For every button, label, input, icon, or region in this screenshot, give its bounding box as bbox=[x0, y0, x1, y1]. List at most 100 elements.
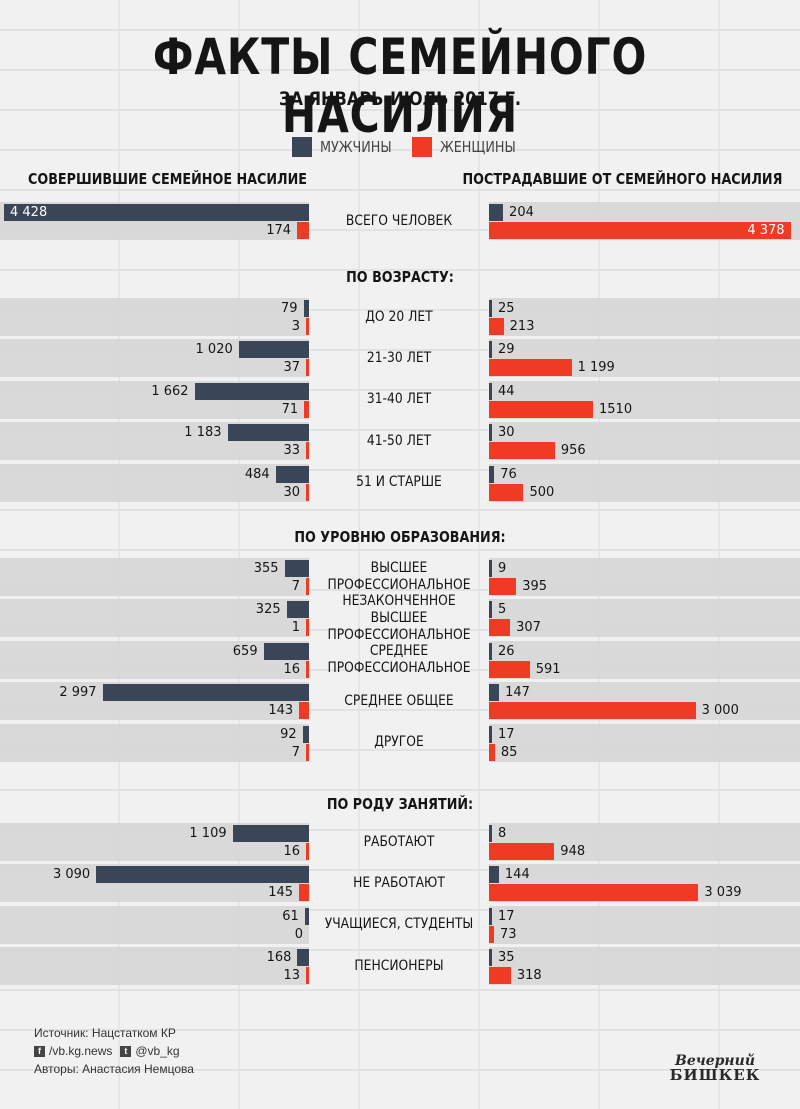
value-perp-men: 1 109 bbox=[189, 826, 227, 841]
bar-perp-women bbox=[306, 967, 309, 985]
bar-vict-women bbox=[489, 619, 511, 637]
value-perp-men: 1 183 bbox=[184, 425, 222, 441]
value-vict-women: 73 bbox=[500, 926, 517, 942]
row-background-left bbox=[0, 723, 309, 762]
facebook-icon: f bbox=[34, 1045, 45, 1057]
value-perp-men: 3 090 bbox=[52, 867, 91, 883]
value-perp-men: 1 662 bbox=[151, 383, 189, 399]
right-column-header: ПОСТРАДАВШИЕ ОТ СЕМЕЙНОГО НАСИЛИЯ bbox=[462, 170, 782, 188]
brand-logo: Вечерний БИШКЕК bbox=[660, 1054, 770, 1084]
value-perp-women: 3 bbox=[291, 319, 300, 334]
value-vict-men: 147 bbox=[505, 685, 530, 701]
value-perp-women: 33 bbox=[283, 443, 300, 459]
category-label-line: РАБОТАЮТ bbox=[363, 833, 435, 850]
category-label: ДРУГОЕ bbox=[321, 724, 478, 762]
value-perp-men: 168 bbox=[266, 950, 292, 966]
category-label: 51 И СТАРШЕ bbox=[321, 464, 478, 502]
row-background-left bbox=[0, 599, 309, 638]
bar-vict-men bbox=[489, 204, 504, 221]
value-perp-women: 1 bbox=[291, 620, 300, 636]
bar-vict-men bbox=[489, 642, 492, 660]
category-label: 31-40 ЛЕТ bbox=[321, 381, 478, 419]
value-vict-men: 26 bbox=[498, 643, 515, 659]
value-vict-women: 395 bbox=[522, 579, 548, 594]
value-vict-women: 213 bbox=[509, 319, 535, 334]
category-label-text: 31-40 ЛЕТ bbox=[367, 391, 431, 408]
category-label: ВЫСШЕЕ ПРОФЕССИОНАЛЬНОЕ bbox=[321, 558, 478, 596]
bar-perp-men bbox=[4, 204, 309, 221]
bar-vict-women bbox=[489, 743, 495, 761]
category-label-text: 41-50 ЛЕТ bbox=[367, 433, 431, 450]
category-label-text: 21-30 ЛЕТ bbox=[367, 350, 431, 367]
value-vict-men: 29 bbox=[498, 342, 515, 358]
bar-perp-men bbox=[263, 642, 309, 660]
category-label-text: 51 И СТАРШЕ bbox=[356, 474, 442, 491]
footer: Источник: Нацстатком КР f /vb.kg.news t … bbox=[34, 1024, 194, 1078]
category-label: ДО 20 ЛЕТ bbox=[321, 298, 478, 336]
bar-perp-women bbox=[299, 702, 309, 720]
value-vict-women: 956 bbox=[560, 443, 586, 459]
bar-vict-women bbox=[489, 359, 572, 377]
bar-vict-women bbox=[489, 222, 791, 239]
value-vict-men: 5 bbox=[498, 602, 507, 618]
authors-line: Авторы: Анастасия Немцова bbox=[34, 1062, 194, 1076]
category-label-text: НЕ РАБОТАЮТ bbox=[353, 875, 445, 892]
category-label-line: ПРОФЕССИОНАЛЬНОЕ bbox=[327, 577, 471, 593]
value-vict-men: 17 bbox=[498, 726, 515, 742]
facebook-handle: /vb.kg.news bbox=[49, 1044, 113, 1058]
legend-women-swatch bbox=[412, 137, 432, 157]
value-vict-women: 591 bbox=[535, 661, 561, 677]
bar-vict-men bbox=[489, 725, 492, 743]
value-vict-women: 318 bbox=[516, 968, 542, 984]
value-perp-men: 1 020 bbox=[195, 342, 233, 358]
value-perp-women: 0 bbox=[294, 926, 303, 942]
value-perp-men: 2 997 bbox=[59, 685, 97, 701]
category-label-line: НЕЗАКОНЧЕННОЕ ВЫСШЕЕ bbox=[342, 592, 456, 626]
row-background-right bbox=[489, 298, 800, 336]
category-label-line: ПЕНСИОНЕРЫ bbox=[354, 957, 444, 974]
legend-women-label: ЖЕНЩИНЫ bbox=[440, 138, 516, 156]
value-vict-men: 25 bbox=[498, 301, 515, 316]
bar-perp-women bbox=[306, 318, 309, 335]
bar-vict-men bbox=[489, 300, 492, 317]
bar-perp-women bbox=[306, 660, 309, 678]
bar-perp-women bbox=[304, 400, 309, 418]
value-vict-women: 85 bbox=[500, 744, 518, 760]
bar-vict-women bbox=[489, 967, 511, 985]
row-background-left bbox=[0, 463, 309, 502]
bar-perp-men bbox=[96, 866, 309, 884]
row-background-right bbox=[489, 723, 800, 762]
row-background-right bbox=[489, 599, 800, 638]
category-label: НЕ РАБОТАЮТ bbox=[321, 864, 478, 902]
section-heading: ПО УРОВНЮ ОБРАЗОВАНИЯ: bbox=[294, 528, 506, 546]
bar-vict-men bbox=[489, 341, 492, 359]
bar-perp-men bbox=[275, 465, 309, 483]
category-label-text: СРЕДНЕЕ ОБЩЕЕ bbox=[344, 693, 453, 710]
bar-perp-women bbox=[306, 483, 309, 501]
category-label: ВСЕГО ЧЕЛОВЕК bbox=[321, 202, 478, 240]
value-vict-men: 8 bbox=[498, 826, 507, 841]
row-background-right bbox=[489, 640, 800, 679]
value-vict-men: 144 bbox=[504, 867, 530, 883]
legend-women: ЖЕНЩИНЫ bbox=[412, 136, 529, 158]
value-perp-women: 13 bbox=[283, 968, 300, 984]
bar-perp-men bbox=[227, 424, 309, 442]
value-vict-men: 204 bbox=[509, 205, 534, 220]
bar-vict-men bbox=[489, 949, 492, 967]
logo-line2: БИШКЕК bbox=[669, 1066, 761, 1084]
category-label-line: ВСЕГО ЧЕЛОВЕК bbox=[345, 212, 453, 229]
bar-vict-men bbox=[489, 465, 495, 483]
value-vict-women: 1 199 bbox=[577, 360, 615, 376]
category-label-line: ДО 20 ЛЕТ bbox=[365, 308, 433, 325]
bar-perp-women bbox=[306, 442, 309, 460]
category-label-text: УЧАЩИЕСЯ, СТУДЕНТЫ bbox=[325, 916, 474, 933]
value-perp-women: 7 bbox=[291, 744, 300, 760]
bar-vict-men bbox=[489, 907, 492, 925]
bar-vict-men bbox=[489, 825, 492, 842]
value-vict-women: 3 039 bbox=[704, 885, 742, 901]
bar-vict-men bbox=[489, 866, 499, 884]
bar-vict-women bbox=[489, 884, 699, 902]
category-label-line: 41-50 ЛЕТ bbox=[366, 432, 432, 449]
value-vict-men: 17 bbox=[498, 908, 515, 924]
category-label-line: ПРОФЕССИОНАЛЬНОЕ bbox=[327, 659, 471, 676]
